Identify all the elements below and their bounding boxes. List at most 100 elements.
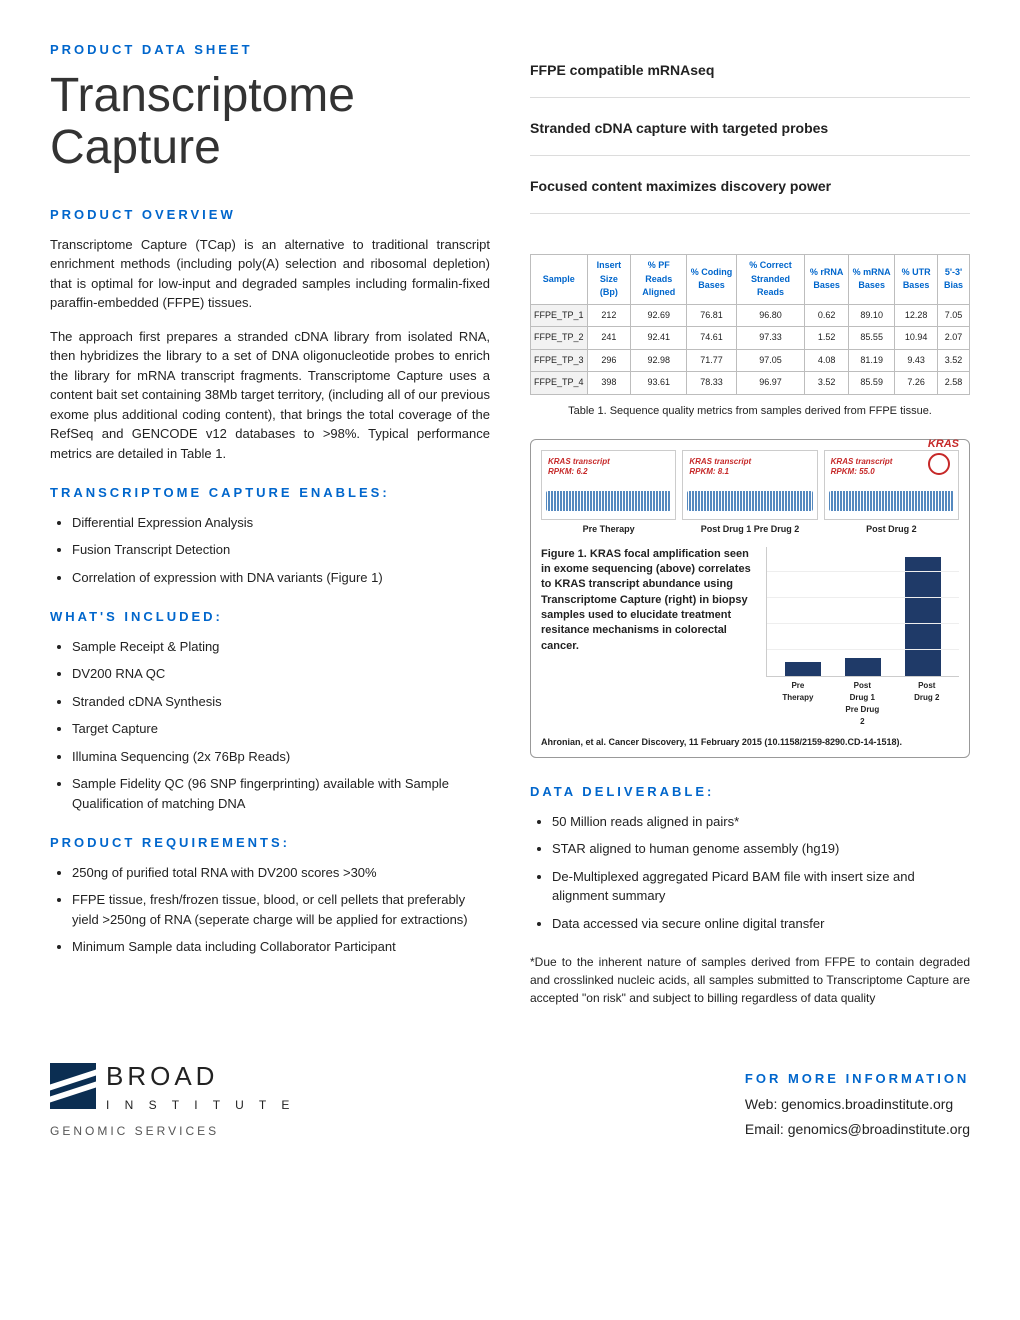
table-header: % UTR Bases (895, 255, 938, 305)
list-item: Stranded cDNA Synthesis (72, 692, 490, 712)
list-item: Sample Receipt & Plating (72, 637, 490, 657)
table-cell: 7.05 (938, 304, 970, 327)
table-row: FFPE_TP_224192.4174.6197.331.5285.5510.9… (531, 327, 970, 350)
table-header: % Correct Stranded Reads (736, 255, 804, 305)
list-item: Minimum Sample data including Collaborat… (72, 937, 490, 957)
figure-citation: Ahronian, et al. Cancer Discovery, 11 Fe… (541, 736, 959, 750)
logo-main-text: BROAD (106, 1057, 295, 1096)
table-header: % mRNA Bases (849, 255, 895, 305)
deliverable-list: 50 Million reads aligned in pairs* STAR … (530, 812, 970, 934)
table-header: Insert Size (Bp) (587, 255, 631, 305)
figure-caption: Figure 1. KRAS focal amplification seen … (541, 547, 754, 728)
list-item: FFPE tissue, fresh/frozen tissue, blood,… (72, 890, 490, 929)
table-cell: 7.26 (895, 372, 938, 395)
table-cell: 241 (587, 327, 631, 350)
bar-label: Post Drug 2 (909, 680, 945, 728)
broad-logo-icon (50, 1063, 96, 1109)
table-cell: 97.05 (736, 349, 804, 372)
table-cell: 2.07 (938, 327, 970, 350)
requirements-list: 250ng of purified total RNA with DV200 s… (50, 863, 490, 957)
footnote: *Due to the inherent nature of samples d… (530, 953, 970, 1007)
table-cell: 12.28 (895, 304, 938, 327)
table-row: FFPE_TP_121292.6976.8196.800.6289.1012.2… (531, 304, 970, 327)
included-heading: WHAT'S INCLUDED: (50, 607, 490, 627)
list-item: Data accessed via secure online digital … (552, 914, 970, 934)
list-item: Differential Expression Analysis (72, 513, 490, 533)
list-item: Correlation of expression with DNA varia… (72, 568, 490, 588)
bar-chart: Pre TherapyPost Drug 1 Pre Drug 2Post Dr… (766, 547, 959, 728)
list-item: Illumina Sequencing (2x 76Bp Reads) (72, 747, 490, 767)
table-row: FFPE_TP_439893.6178.3396.973.5285.597.26… (531, 372, 970, 395)
table-cell: 10.94 (895, 327, 938, 350)
metrics-table: SampleInsert Size (Bp)% PF Reads Aligned… (530, 254, 970, 395)
table-cell: 74.61 (687, 327, 737, 350)
list-item: DV200 RNA QC (72, 664, 490, 684)
table-cell: FFPE_TP_4 (531, 372, 588, 395)
list-item: Target Capture (72, 719, 490, 739)
table-cell: 89.10 (849, 304, 895, 327)
table-cell: 92.69 (631, 304, 687, 327)
table-cell: 92.41 (631, 327, 687, 350)
feature-item: FFPE compatible mRNAseq (530, 60, 970, 98)
table-cell: 93.61 (631, 372, 687, 395)
table-cell: FFPE_TP_3 (531, 349, 588, 372)
table-cell: 4.08 (805, 349, 849, 372)
logo-sub-text: I N S T I T U T E (106, 1096, 295, 1114)
list-item: 250ng of purified total RNA with DV200 s… (72, 863, 490, 883)
table-cell: 96.97 (736, 372, 804, 395)
list-item: Sample Fidelity QC (96 SNP fingerprintin… (72, 774, 490, 813)
bar (785, 662, 821, 675)
table-cell: 78.33 (687, 372, 737, 395)
table-cell: 71.77 (687, 349, 737, 372)
overview-heading: PRODUCT OVERVIEW (50, 205, 490, 225)
deliverable-heading: DATA DELIVERABLE: (530, 782, 970, 802)
overview-paragraph-2: The approach first prepares a stranded c… (50, 327, 490, 464)
requirements-heading: PRODUCT REQUIREMENTS: (50, 833, 490, 853)
table-cell: 85.55 (849, 327, 895, 350)
scatter-panel: KRASKRAS transcriptRPKM: 55.0Post Drug 2 (824, 450, 959, 537)
table-cell: 3.52 (805, 372, 849, 395)
table-cell: 398 (587, 372, 631, 395)
table-header: % PF Reads Aligned (631, 255, 687, 305)
feature-list: FFPE compatible mRNAseq Stranded cDNA ca… (530, 40, 970, 214)
table-cell: 76.81 (687, 304, 737, 327)
list-item: 50 Million reads aligned in pairs* (552, 812, 970, 832)
scatter-panel: KRAS transcriptRPKM: 8.1Post Drug 1 Pre … (682, 450, 817, 537)
table-cell: 92.98 (631, 349, 687, 372)
table-cell: 0.62 (805, 304, 849, 327)
table-row: FFPE_TP_329692.9871.7797.054.0881.199.43… (531, 349, 970, 372)
table-cell: 1.52 (805, 327, 849, 350)
table-cell: 3.52 (938, 349, 970, 372)
table-caption: Table 1. Sequence quality metrics from s… (530, 403, 970, 420)
figure-1: KRAS transcriptRPKM: 6.2Pre TherapyKRAS … (530, 439, 970, 758)
list-item: Fusion Transcript Detection (72, 540, 490, 560)
enables-heading: TRANSCRIPTOME CAPTURE ENABLES: (50, 483, 490, 503)
included-list: Sample Receipt & Plating DV200 RNA QC St… (50, 637, 490, 814)
bar (845, 658, 881, 675)
bar (905, 557, 941, 675)
table-header: 5'-3' Bias (938, 255, 970, 305)
table-header: % Coding Bases (687, 255, 737, 305)
logo-block: BROAD I N S T I T U T E GENOMIC SERVICES (50, 1057, 295, 1140)
page-title: Transcriptome Capture (50, 70, 490, 176)
table-cell: FFPE_TP_2 (531, 327, 588, 350)
table-cell: 212 (587, 304, 631, 327)
more-info-heading: FOR MORE INFORMATION (745, 1069, 970, 1089)
table-header: % rRNA Bases (805, 255, 849, 305)
list-item: STAR aligned to human genome assembly (h… (552, 839, 970, 859)
eyebrow: PRODUCT DATA SHEET (50, 40, 490, 60)
scatter-panel: KRAS transcriptRPKM: 6.2Pre Therapy (541, 450, 676, 537)
list-item: De-Multiplexed aggregated Picard BAM fil… (552, 867, 970, 906)
table-cell: 85.59 (849, 372, 895, 395)
table-header: Sample (531, 255, 588, 305)
logo-service-text: GENOMIC SERVICES (50, 1122, 295, 1140)
enables-list: Differential Expression Analysis Fusion … (50, 513, 490, 588)
bar-label: Pre Therapy (780, 680, 816, 728)
table-cell: 2.58 (938, 372, 970, 395)
table-cell: 96.80 (736, 304, 804, 327)
table-cell: 296 (587, 349, 631, 372)
table-cell: 97.33 (736, 327, 804, 350)
contact-web: Web: genomics.broadinstitute.org (745, 1094, 970, 1115)
overview-paragraph-1: Transcriptome Capture (TCap) is an alter… (50, 235, 490, 313)
table-cell: 81.19 (849, 349, 895, 372)
